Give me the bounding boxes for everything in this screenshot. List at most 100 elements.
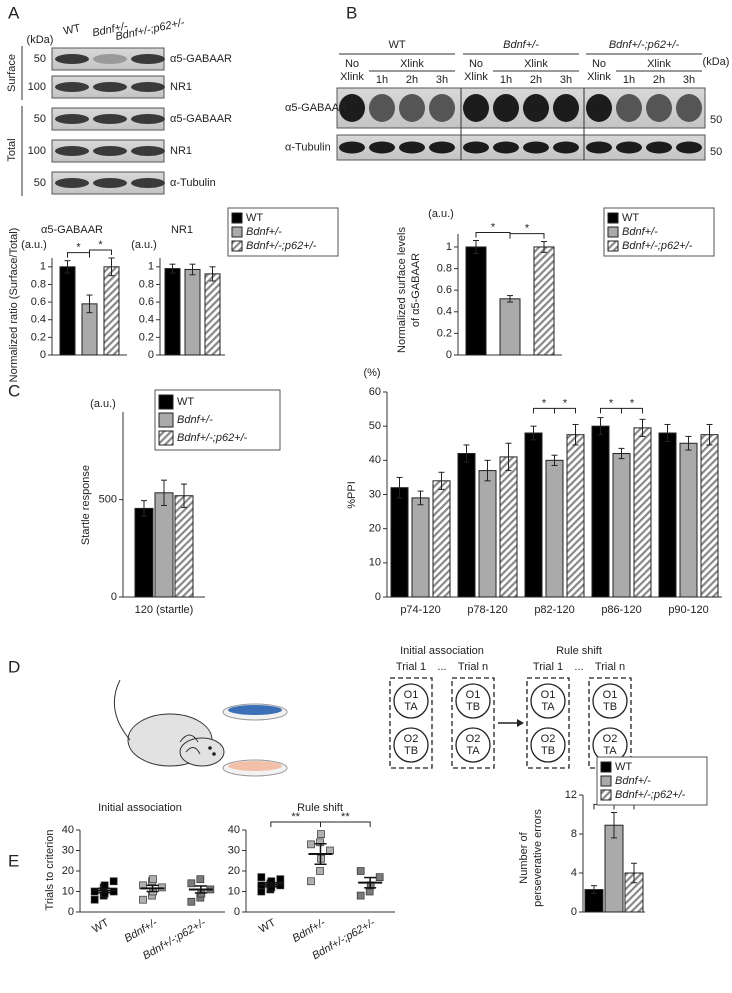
y-tick-label: 0 [148,349,154,361]
y-tick-label: 40 [369,454,381,466]
y-axis-label: %PPI [346,481,358,509]
bar [204,273,221,356]
mouse-illustration [113,679,288,777]
bar [103,266,120,356]
legend-box [596,756,708,806]
object-label: TA [541,701,555,713]
blot-band [93,54,127,64]
bar [478,470,497,598]
legend-label: WT [177,396,194,408]
y-tick-label: 0.6 [139,296,154,308]
y-tick-label: 0.8 [139,278,154,290]
data-point [187,879,196,888]
data-point [90,887,99,896]
ellipsis: ... [437,661,446,673]
object-label: O2 [603,733,618,745]
object-label: O2 [466,733,481,745]
bar [566,434,585,598]
significance-label: ** [341,811,350,823]
y-tick-label: 1 [446,241,452,253]
x-tick-label: p90-120 [668,604,708,616]
bar [390,487,409,598]
object-dish [530,727,566,763]
trial-label: Trial n [458,661,488,673]
time-label: 3h [560,74,572,86]
data-point [196,875,205,884]
blot-band [339,141,365,154]
group-label: Bdnf+/-;p62+/- [609,39,680,51]
unit-label: (a.u.) [131,239,157,251]
bar [591,425,610,598]
object-dish [393,683,429,719]
y-axis-label: perseverative errors [532,809,544,907]
legend-swatch [600,789,612,801]
x-tick-label: p74-120 [400,604,440,616]
legend-label: Bdnf+/- [246,226,282,238]
row-label: NR1 [170,145,192,157]
object-label: O2 [541,733,556,745]
data-point [276,875,285,884]
object-label: O1 [466,689,481,701]
significance-bracket [554,407,576,414]
x-tick-label: WT [257,917,278,936]
bar [545,459,564,598]
control-label: Xlink [464,71,488,83]
control-label: No [592,58,606,70]
blot-band [586,94,612,122]
blot-band-panel [336,134,706,161]
blot-band [131,178,165,188]
blot-band [131,54,165,64]
legend-label: Bdnf+/-;p62+/- [246,240,317,252]
unit-label: (a.u.) [428,208,454,220]
y-tick-label: 0.8 [437,262,452,274]
time-label: 2h [530,74,542,86]
y-tick-label: 10 [62,885,74,897]
y-tick-label: 0 [111,591,117,603]
trial-label: Trial n [595,661,625,673]
unit-label: (a.u.) [90,398,116,410]
legend-swatch [607,240,619,252]
bar [679,442,698,598]
object-label: O1 [541,689,556,701]
blot-band [616,94,642,122]
y-tick-label: 0.2 [139,331,154,343]
blot-band [553,94,579,122]
y-axis-label: Trials to criterion [44,830,56,911]
trial-box [526,677,570,769]
bar [134,507,154,598]
y-tick-label: 0 [40,349,46,361]
blot-band [523,141,549,154]
x-tick-label: p78-120 [467,604,507,616]
y-tick-label: 10 [369,557,381,569]
data-point [356,891,365,900]
object-label: TA [466,745,480,757]
panel-letter: E [8,851,19,870]
object-label: O1 [603,689,618,701]
bar [411,497,430,598]
time-label: 1h [376,74,388,86]
legend-label: Bdnf+/-;p62+/- [622,240,693,252]
blot-band [429,141,455,154]
significance-label: * [542,397,547,409]
legend-label: WT [622,212,639,224]
blot-band [93,114,127,124]
bar [612,453,631,598]
blot-band [369,141,395,154]
y-tick-label: 12 [565,789,577,801]
y-tick-label: 40 [228,824,240,836]
significance-label: * [98,239,103,251]
y-tick-label: 30 [369,488,381,500]
treatment-label: Xlink [400,58,424,70]
chart-title: Rule shift [297,802,343,814]
data-point [307,840,315,849]
significance-label: * [76,242,81,254]
legend-label: Bdnf+/- [615,775,651,787]
blot-band [55,82,89,92]
y-tick-label: 0 [571,906,577,918]
y-tick-label: 0 [234,906,240,918]
unit-label: (%) [363,367,380,379]
y-tick-label: 40 [62,824,74,836]
bar [465,246,487,356]
y-tick-label: 0.4 [437,306,452,318]
blot-band [646,141,672,154]
